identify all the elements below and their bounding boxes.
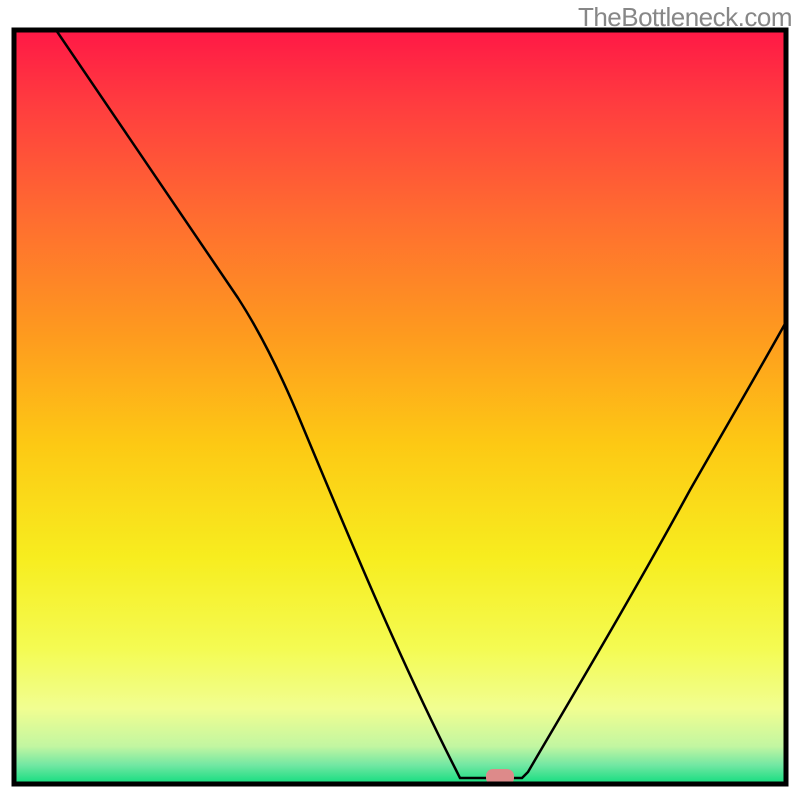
bottleneck-chart: TheBottleneck.com (0, 0, 800, 800)
chart-svg (0, 0, 800, 800)
watermark-text: TheBottleneck.com (578, 2, 792, 33)
gradient-background (14, 30, 786, 784)
